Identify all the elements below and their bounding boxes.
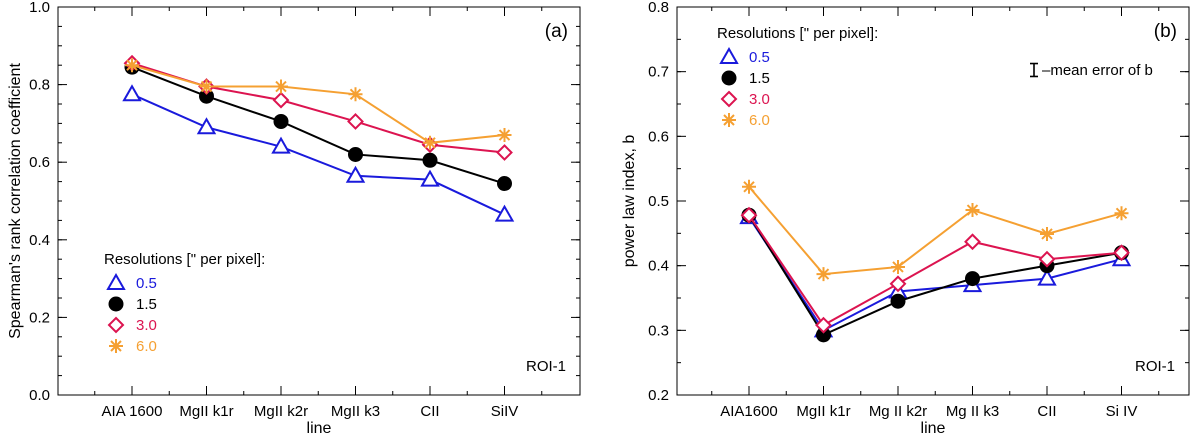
data-point-3.0: [496, 144, 513, 161]
series-line-1.5: [748, 214, 1122, 337]
data-point-6.0: [965, 203, 980, 218]
x-tick-label: SiIV: [491, 403, 519, 420]
data-point-1.5: [273, 113, 289, 129]
data-point-6.0: [199, 79, 214, 94]
legend-label: 3.0: [136, 317, 157, 334]
panel-b: 0.2 0.3 0.4 0.5 0.6 0.7 0.8 AIA1600 MgII k1r Mg I…: [621, 0, 1190, 437]
legend-marker-0.5: [719, 46, 739, 64]
data-point-1.5: [199, 88, 214, 104]
x-axis-label: line: [307, 420, 332, 437]
y-tick-label: 0.8: [648, 0, 669, 16]
y-tick-label: 0.6: [29, 154, 50, 171]
legend-label: 6.0: [749, 112, 770, 129]
legend-marker-6.0: [722, 113, 736, 127]
series-line-0.5: [131, 93, 505, 216]
data-point-3.0: [889, 275, 907, 293]
panel-label: (b): [1154, 21, 1177, 42]
data-point-6.0: [816, 267, 831, 282]
x-tick-label: AIA 1600: [102, 403, 163, 420]
legend-marker-3.0: [107, 316, 125, 334]
legend-label: 6.0: [136, 338, 157, 355]
data-point-0.5: [122, 84, 142, 102]
roi-annotation: ROI-1: [1135, 358, 1175, 375]
data-point-6.0: [1114, 206, 1129, 221]
legend-marker-0.5: [106, 272, 126, 290]
legend-marker-6.0: [109, 339, 123, 353]
data-point-1.5: [890, 293, 906, 309]
y-tick-label: 0.0: [29, 387, 50, 404]
series-line-6.0: [748, 186, 1122, 276]
x-tick-label: Mg II k3: [946, 403, 999, 420]
data-point-3.0: [740, 206, 758, 224]
y-axis-label: Spearman's rank correlation coefficient: [7, 63, 24, 339]
series-line-3.0: [131, 62, 505, 154]
data-point-0.5: [271, 136, 291, 154]
data-point-6.0: [423, 135, 437, 150]
data-point-0.5: [345, 165, 366, 183]
x-tick-label: Mg II k2r: [869, 403, 927, 420]
data-point-3.0: [347, 113, 364, 130]
data-point-3.0: [1113, 244, 1130, 262]
x-tick-label: CII: [420, 403, 439, 420]
data-point-0.5: [420, 169, 440, 187]
y-tick-label: 0.4: [29, 232, 50, 249]
data-point-1.5: [965, 271, 980, 287]
x-tick-label: MgII k1r: [179, 403, 233, 420]
series-line-3.0: [748, 214, 1122, 327]
mean-error-note: –mean error of b: [1042, 62, 1153, 79]
data-point-1.5: [348, 146, 363, 162]
x-tick-label: CII: [1037, 403, 1056, 420]
data-point-0.5: [1037, 268, 1057, 286]
data-point-3.0: [815, 316, 832, 334]
legend-title: Resolutions [" per pixel]:: [104, 251, 265, 268]
data-point-1.5: [497, 176, 512, 192]
data-point-0.5: [494, 204, 515, 222]
data-point-6.0: [1040, 226, 1054, 241]
y-axis-label: power law index, b: [621, 135, 638, 268]
panel-a: 0.0 0.2 0.4 0.6 0.8 1.0 AIA 1600 MgII k1r MgII k…: [7, 0, 581, 437]
y-tick-label: 0.7: [648, 64, 669, 81]
x-tick-label: MgII k3: [331, 403, 380, 420]
data-point-0.5: [196, 117, 217, 135]
data-point-6.0: [348, 87, 363, 102]
legend-label: 3.0: [749, 91, 770, 108]
series-line-1.5: [131, 66, 505, 185]
data-point-6.0: [125, 58, 139, 73]
data-point-1.5: [816, 327, 831, 343]
x-tick-label: Si IV: [1106, 403, 1138, 420]
data-point-6.0: [742, 179, 756, 194]
legend-marker-1.5: [108, 296, 124, 312]
legend-title: Resolutions [" per pixel]:: [717, 25, 878, 42]
series-line-6.0: [131, 64, 505, 144]
data-point-6.0: [497, 128, 512, 143]
y-tick-label: 1.0: [29, 0, 50, 16]
x-tick-label: MgII k1r: [796, 403, 850, 420]
legend-marker-3.0: [720, 90, 738, 108]
legend-label: 1.5: [136, 296, 157, 313]
data-point-1.5: [422, 152, 438, 168]
data-point-6.0: [891, 259, 905, 274]
legend-label: 1.5: [749, 70, 770, 87]
series-line-0.5: [748, 216, 1122, 332]
x-tick-label: MgII k2r: [254, 403, 308, 420]
y-tick-label: 0.6: [648, 128, 669, 145]
legend-label: 0.5: [136, 275, 157, 292]
roi-annotation: ROI-1: [526, 358, 566, 375]
panel-label: (a): [545, 21, 568, 42]
x-axis-label: line: [921, 420, 946, 437]
data-point-3.0: [964, 233, 981, 251]
data-point-3.0: [272, 91, 290, 109]
y-tick-label: 0.8: [29, 77, 50, 94]
y-tick-label: 0.2: [29, 309, 50, 326]
y-tick-label: 0.4: [648, 258, 669, 275]
y-tick-label: 0.2: [648, 387, 669, 404]
data-point-6.0: [274, 79, 288, 94]
x-tick-label: AIA1600: [720, 403, 778, 420]
data-point-3.0: [1038, 250, 1056, 268]
y-tick-label: 0.5: [648, 193, 669, 210]
y-tick-label: 0.3: [648, 322, 669, 339]
legend-label: 0.5: [749, 49, 770, 66]
legend-marker-1.5: [721, 70, 737, 86]
